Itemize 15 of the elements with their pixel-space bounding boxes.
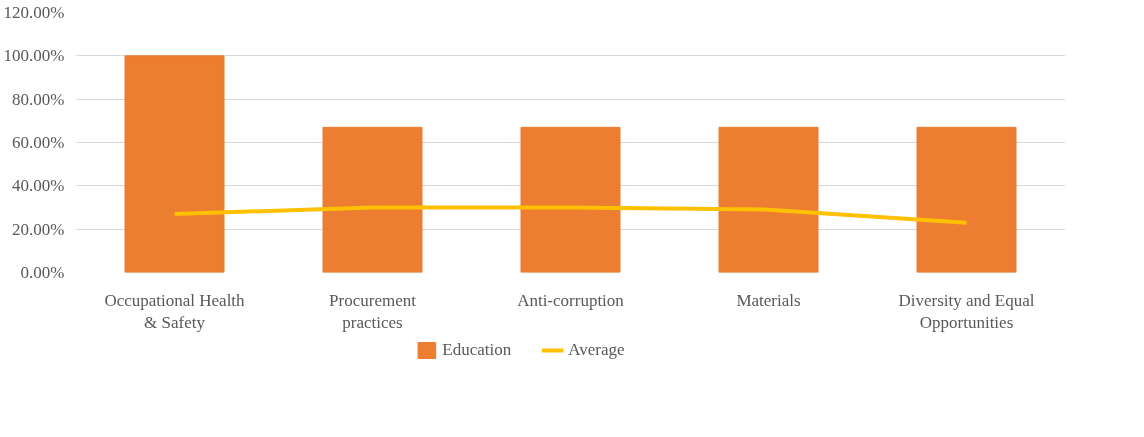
x-tick-label: Diversity and Equal Opportunities [898, 290, 1035, 333]
x-tick-label: Occupational Health & Safety [104, 290, 246, 333]
legend-label: Education [442, 340, 512, 360]
y-tick-label: 100.00% [3, 46, 65, 66]
x-tick-label: Procurement practices [329, 290, 417, 333]
legend-label: Average [568, 340, 625, 360]
x-tick-label: Anti-corruption [517, 290, 625, 310]
y-tick-label: 60.00% [12, 133, 65, 152]
y-tick-label: 20.00% [12, 219, 65, 239]
y-tick-label: 120.00% [3, 3, 65, 22]
line-series [172, 205, 969, 225]
y-tick-label: 0.00% [20, 263, 65, 282]
y-tick-label: 40.00% [12, 176, 65, 196]
y-tick-label: 80.00% [12, 89, 65, 109]
x-tick-label: Materials [736, 290, 801, 310]
